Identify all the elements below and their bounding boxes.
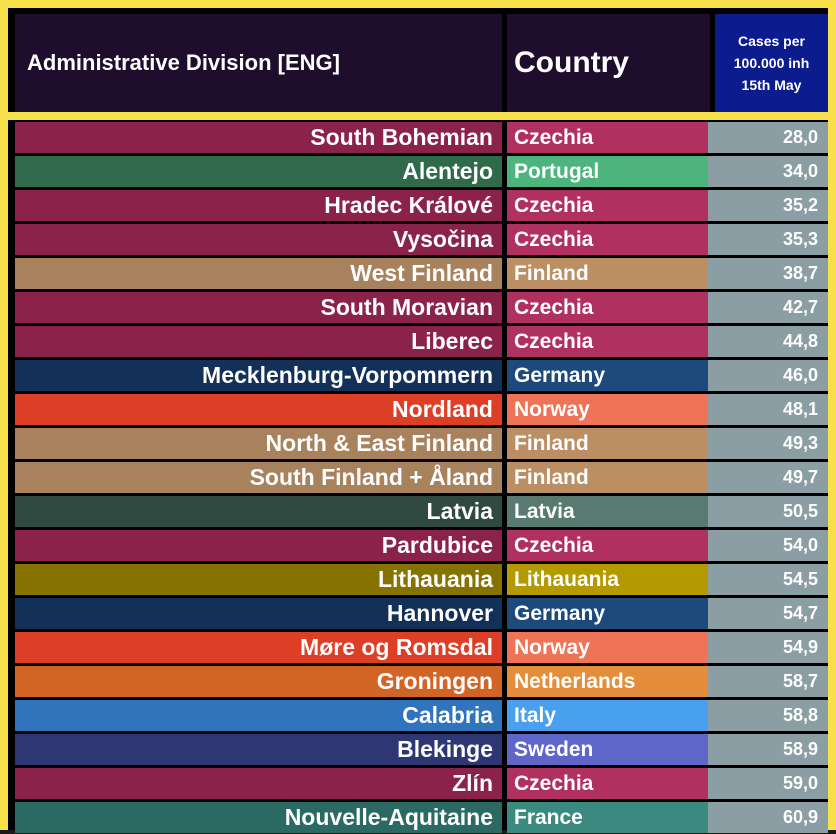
country-cell: Czechia [507, 768, 710, 799]
country-cell: Sweden [507, 734, 710, 765]
country-cell: Czechia [507, 190, 710, 221]
cases-cell: 49,3 [708, 428, 828, 459]
table-row: Zlín Czechia 59,0 [8, 766, 828, 800]
cases-cell: 35,2 [708, 190, 828, 221]
country-cell: Latvia [507, 496, 710, 527]
country-cell: France [507, 802, 710, 833]
header-separator [8, 112, 828, 120]
cases-cell: 58,8 [708, 700, 828, 731]
cases-cell: 35,3 [708, 224, 828, 255]
division-cell: Latvia [15, 496, 502, 527]
country-cell: Lithauania [507, 564, 710, 595]
division-cell: Mecklenburg-Vorpommern [15, 360, 502, 391]
division-cell: South Bohemian [15, 122, 502, 153]
division-cell: South Moravian [15, 292, 502, 323]
cases-cell: 54,5 [708, 564, 828, 595]
cases-cell: 50,5 [708, 496, 828, 527]
division-cell: Hannover [15, 598, 502, 629]
country-cell: Czechia [507, 530, 710, 561]
division-cell: South Finland + Åland [15, 462, 502, 493]
division-cell: West Finland [15, 258, 502, 289]
table-row: Groningen Netherlands 58,7 [8, 664, 828, 698]
division-cell: Vysočina [15, 224, 502, 255]
country-cell: Finland [507, 258, 710, 289]
cases-cell: 42,7 [708, 292, 828, 323]
cases-cell: 54,9 [708, 632, 828, 663]
division-cell: Blekinge [15, 734, 502, 765]
country-cell: Czechia [507, 224, 710, 255]
table-row: Pardubice Czechia 54,0 [8, 528, 828, 562]
header-cases-line-1: Cases per [738, 33, 805, 49]
division-cell: Alentejo [15, 156, 502, 187]
division-cell: Calabria [15, 700, 502, 731]
header-division: Administrative Division [ENG] [15, 14, 502, 112]
table-row: South Bohemian Czechia 28,0 [8, 120, 828, 154]
table: Administrative Division [ENG] Country Ca… [8, 8, 828, 833]
division-cell: North & East Finland [15, 428, 502, 459]
division-cell: Hradec Králové [15, 190, 502, 221]
table-row: Vysočina Czechia 35,3 [8, 222, 828, 256]
table-row: South Moravian Czechia 42,7 [8, 290, 828, 324]
country-cell: Portugal [507, 156, 710, 187]
division-cell: Nordland [15, 394, 502, 425]
country-cell: Norway [507, 394, 710, 425]
header-cases: Cases per 100.000 inh 15th May [715, 14, 828, 112]
cases-cell: 54,7 [708, 598, 828, 629]
cases-cell: 38,7 [708, 258, 828, 289]
table-row: Hradec Králové Czechia 35,2 [8, 188, 828, 222]
table-body: South Bohemian Czechia 28,0 Alentejo Portuga… [8, 120, 828, 834]
country-cell: Italy [507, 700, 710, 731]
cases-cell: 28,0 [708, 122, 828, 153]
cases-cell: 46,0 [708, 360, 828, 391]
table-row: Nordland Norway 48,1 [8, 392, 828, 426]
cases-cell: 54,0 [708, 530, 828, 561]
cases-cell: 58,7 [708, 666, 828, 697]
country-cell: Czechia [507, 292, 710, 323]
table-row: Lithauania Lithauania 54,5 [8, 562, 828, 596]
country-cell: Finland [507, 428, 710, 459]
country-cell: Czechia [507, 326, 710, 357]
division-cell: Pardubice [15, 530, 502, 561]
table-row: Liberec Czechia 44,8 [8, 324, 828, 358]
country-cell: Norway [507, 632, 710, 663]
division-cell: Zlín [15, 768, 502, 799]
table-row: Calabria Italy 58,8 [8, 698, 828, 732]
table-row: Møre og Romsdal Norway 54,9 [8, 630, 828, 664]
division-cell: Møre og Romsdal [15, 632, 502, 663]
header-cases-line-3: 15th May [741, 77, 802, 93]
country-cell: Germany [507, 598, 710, 629]
division-cell: Nouvelle-Aquitaine [15, 802, 502, 833]
cases-cell: 60,9 [708, 802, 828, 833]
table-row: North & East Finland Finland 49,3 [8, 426, 828, 460]
table-row: Nouvelle-Aquitaine France 60,9 [8, 800, 828, 834]
table-row: Latvia Latvia 50,5 [8, 494, 828, 528]
country-cell: Germany [507, 360, 710, 391]
header-cases-line-2: 100.000 inh [733, 55, 810, 71]
cases-cell: 48,1 [708, 394, 828, 425]
cases-cell: 58,9 [708, 734, 828, 765]
table-row: Blekinge Sweden 58,9 [8, 732, 828, 766]
country-cell: Czechia [507, 122, 710, 153]
table-row: West Finland Finland 38,7 [8, 256, 828, 290]
division-cell: Lithauania [15, 564, 502, 595]
country-cell: Netherlands [507, 666, 710, 697]
cases-cell: 59,0 [708, 768, 828, 799]
header-country: Country [507, 14, 710, 112]
table-row: Hannover Germany 54,7 [8, 596, 828, 630]
cases-cell: 44,8 [708, 326, 828, 357]
table-row: Mecklenburg-Vorpommern Germany 46,0 [8, 358, 828, 392]
table-row: Alentejo Portugal 34,0 [8, 154, 828, 188]
division-cell: Liberec [15, 326, 502, 357]
division-cell: Groningen [15, 666, 502, 697]
country-cell: Finland [507, 462, 710, 493]
table-row: South Finland + Åland Finland 49,7 [8, 460, 828, 494]
cases-cell: 49,7 [708, 462, 828, 493]
cases-cell: 34,0 [708, 156, 828, 187]
